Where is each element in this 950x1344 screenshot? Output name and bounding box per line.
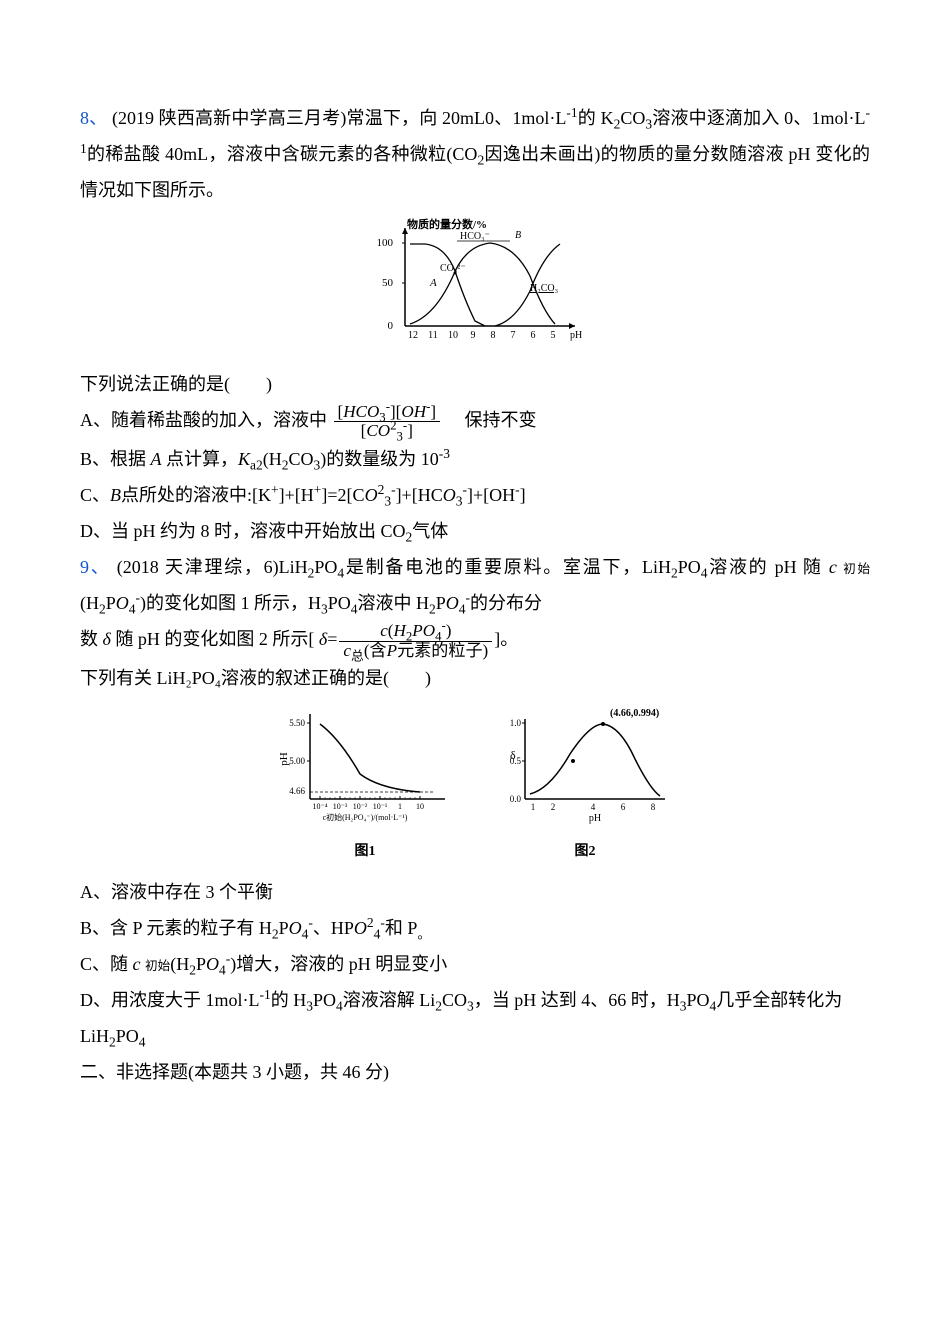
svg-text:9: 9 — [471, 330, 476, 341]
svg-text:CO₃²⁻: CO₃²⁻ — [440, 263, 466, 274]
svg-text:H₂CO₃: H₂CO₃ — [530, 283, 558, 294]
svg-text:12: 12 — [408, 330, 418, 341]
svg-text:5.00: 5.00 — [289, 756, 305, 766]
q9-optC: C、随 c 初始(H2PO4-)增大，溶液的 pH 明显变小 — [80, 946, 870, 982]
svg-text:10⁻⁴: 10⁻⁴ — [312, 802, 327, 811]
svg-text:5.50: 5.50 — [289, 718, 305, 728]
chart2-caption: 图1 — [275, 838, 455, 866]
svg-text:2: 2 — [551, 802, 556, 812]
svg-text:0.0: 0.0 — [510, 794, 522, 804]
svg-text:HCO₃⁻: HCO₃⁻ — [460, 231, 490, 242]
svg-text:0.5: 0.5 — [510, 756, 522, 766]
svg-text:4.66: 4.66 — [289, 786, 305, 796]
q8-optB: B、根据 A 点计算，Ka2(H2CO3)的数量级为 10-3 — [80, 441, 870, 477]
svg-text:10: 10 — [448, 330, 458, 341]
svg-text:1: 1 — [531, 802, 536, 812]
svg-text:c初始(H₂PO₄⁻)/(mol·L⁻¹): c初始(H₂PO₄⁻)/(mol·L⁻¹) — [323, 812, 408, 822]
svg-text:100: 100 — [377, 237, 394, 249]
q8-optC: C、B点所处的溶液中:[K+]+[H+]=2[CO23-]+[HCO3-]+[O… — [80, 477, 870, 513]
svg-text:10⁻¹: 10⁻¹ — [373, 802, 388, 811]
svg-text:1.0: 1.0 — [510, 718, 522, 728]
q9-stem-text: (2018 天津理综，6)LiH2PO4是制备电池的重要原料。室温下，LiH2P… — [80, 557, 870, 613]
svg-text:0: 0 — [388, 320, 394, 332]
svg-text:7: 7 — [511, 330, 516, 341]
q8-stem-text: (2019 陕西高新中学高三月考)常温下，向 20mL0、1mol·L-1的 K… — [80, 108, 870, 200]
svg-text:pH: pH — [278, 753, 290, 767]
svg-text:B: B — [515, 230, 521, 241]
svg-text:10⁻³: 10⁻³ — [333, 802, 348, 811]
q8-postfig: 下列说法正确的是( ) — [80, 366, 870, 402]
svg-text:10: 10 — [416, 802, 424, 811]
q9-stem: 9、 (2018 天津理综，6)LiH2PO4是制备电池的重要原料。室温下，Li… — [80, 549, 870, 621]
q9-stem2: 数 δ 随 pH 的变化如图 2 所示[ δ= c(H2PO4-) c总(含P元… — [80, 621, 870, 660]
svg-text:6: 6 — [621, 802, 626, 812]
q8-stem: 8、 (2019 陕西高新中学高三月考)常温下，向 20mL0、1mol·L-1… — [80, 100, 870, 208]
q8-figure: 0 50 100 12 11 10 9 8 7 6 5 pH 物质的量分数/% … — [80, 216, 870, 358]
svg-text:1: 1 — [398, 802, 402, 811]
svg-text:pH: pH — [570, 330, 582, 341]
svg-text:pH: pH — [589, 813, 601, 824]
svg-text:8: 8 — [491, 330, 496, 341]
q9-postfig: 下列有关 LiH₂PO₄溶液的叙述正确的是( ) — [80, 660, 870, 696]
q8-number: 8、 — [80, 108, 107, 128]
q9-frac: c(H2PO4-) c总(含P元素的粒子) — [337, 622, 494, 661]
chart2-svg: pH 4.66 5.00 5.50 10⁻⁴ 10⁻³ — [275, 704, 455, 824]
chart1-svg: 0 50 100 12 11 10 9 8 7 6 5 pH 物质的量分数/% … — [365, 216, 585, 346]
q9-optA: A、溶液中存在 3 个平衡 — [80, 874, 870, 910]
svg-text:5: 5 — [551, 330, 556, 341]
q8-frac: [HCO3-][OH-] [CO23-] — [332, 403, 443, 442]
section2-heading: 二、非选择题(本题共 3 小题，共 46 分) — [80, 1054, 870, 1090]
q9-optB: B、含 P 元素的粒子有 H2PO4-、HPO24-和 P。 — [80, 910, 870, 946]
chart2-box: pH 4.66 5.00 5.50 10⁻⁴ 10⁻³ — [275, 704, 455, 866]
q8-optA: A、随着稀盐酸的加入，溶液中 [HCO3-][OH-] [CO23-] 保持不变 — [80, 402, 870, 441]
svg-text:50: 50 — [382, 277, 394, 289]
svg-text:6: 6 — [531, 330, 536, 341]
chart3-box: δ 0.0 0.5 1.0 1 2 4 6 8 pH (4.66,0.994) … — [495, 704, 675, 866]
svg-text:A: A — [429, 277, 437, 289]
svg-text:4: 4 — [591, 802, 596, 812]
q8-optD: D、当 pH 约为 8 时，溶液中开始放出 CO2气体 — [80, 513, 870, 549]
svg-text:8: 8 — [651, 802, 656, 812]
svg-text:(4.66,0.994): (4.66,0.994) — [610, 708, 659, 719]
q9-figures: pH 4.66 5.00 5.50 10⁻⁴ 10⁻³ — [80, 704, 870, 866]
svg-text:11: 11 — [428, 330, 438, 341]
chart3-caption: 图2 — [495, 838, 675, 866]
chart3-svg: δ 0.0 0.5 1.0 1 2 4 6 8 pH (4.66,0.994) — [495, 704, 675, 824]
q9-number: 9、 — [80, 557, 110, 577]
svg-text:物质的量分数/%: 物质的量分数/% — [407, 217, 487, 231]
q9-optD: D、用浓度大于 1mol·L-1的 H3PO4溶液溶解 Li2CO3，当 pH … — [80, 982, 870, 1054]
svg-text:10⁻²: 10⁻² — [353, 802, 368, 811]
